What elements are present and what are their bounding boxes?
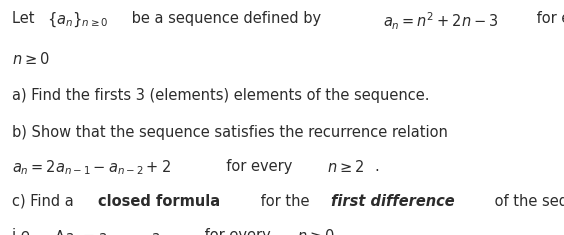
Text: $\{a_n\}_{n\geq 0}$: $\{a_n\}_{n\geq 0}$ — [47, 11, 109, 29]
Text: for every: for every — [218, 159, 302, 174]
Text: first difference: first difference — [331, 194, 454, 209]
Text: $\Delta a_n = a_{n+1} - a_n$: $\Delta a_n = a_{n+1} - a_n$ — [54, 228, 167, 235]
Text: Let: Let — [12, 11, 39, 26]
Text: $a_n = 2a_{n-1} - a_{n-2} + 2$: $a_n = 2a_{n-1} - a_{n-2} + 2$ — [12, 159, 171, 177]
Text: i.e.,: i.e., — [12, 228, 45, 235]
Text: a) Find the firsts 3 (elements) elements of the sequence.: a) Find the firsts 3 (elements) elements… — [12, 88, 430, 103]
Text: $n \geq 2$: $n \geq 2$ — [327, 159, 364, 175]
Text: be a sequence defined by: be a sequence defined by — [127, 11, 325, 26]
Text: b) Show that the sequence satisfies the recurrence relation: b) Show that the sequence satisfies the … — [12, 125, 448, 140]
Text: .: . — [374, 159, 379, 174]
Text: $n \geq 0$: $n \geq 0$ — [297, 228, 335, 235]
Text: closed formula: closed formula — [98, 194, 220, 209]
Text: $n \geq 0$: $n \geq 0$ — [12, 51, 50, 67]
Text: for the: for the — [255, 194, 314, 209]
Text: c) Find a: c) Find a — [12, 194, 79, 209]
Text: $a_n = n^2 + 2n - 3$: $a_n = n^2 + 2n - 3$ — [383, 11, 499, 32]
Text: for every: for every — [532, 11, 564, 26]
Text: .: . — [346, 228, 351, 235]
Text: for every: for every — [200, 228, 275, 235]
Text: of the sequence: of the sequence — [490, 194, 564, 209]
